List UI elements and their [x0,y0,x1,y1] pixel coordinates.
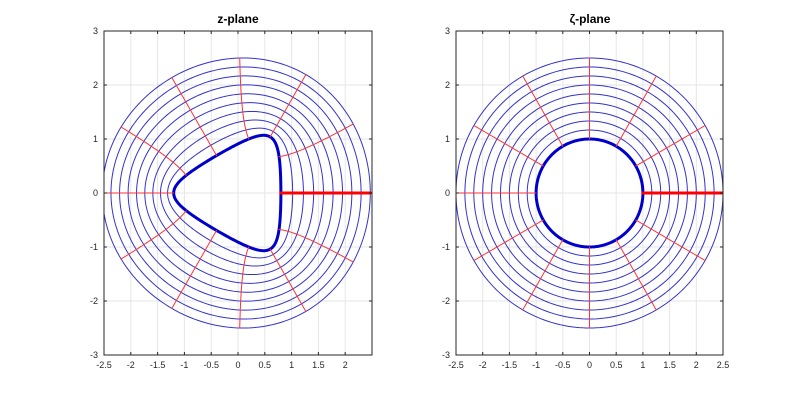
radial-line [635,219,706,261]
y-tick-label: -3 [90,350,98,360]
y-tick-label: 0 [93,188,98,198]
x-tick-label: -0.5 [555,360,571,370]
y-tick-label: 1 [445,134,450,144]
radial-line [615,239,657,311]
x-tick-label: 0 [235,360,240,370]
radial-line [269,248,307,312]
y-tick-label: 0 [445,188,450,198]
radial-line [522,75,564,147]
x-tick-label: 1 [640,360,645,370]
x-tick-label: 1.5 [312,360,325,370]
radial-line [269,74,307,138]
y-tick-label: -1 [442,242,450,252]
z-plane-axes: -2.5 -2 -1.5 -1 -0.5 0 0.5 1 1.5 2 -3 -2 -1 0 1 2 3 [90,26,373,370]
y-tick-label: 2 [93,80,98,90]
y-tick-label: 3 [93,26,98,36]
radial-line [120,126,187,176]
x-tick-label: 0.5 [610,360,623,370]
radial-line [239,246,250,329]
zeta-plane-title: ζ-plane [569,12,611,26]
radial-line [615,75,657,147]
y-tick-label: -3 [442,350,450,360]
x-tick-label: 0 [587,360,592,370]
y-tick-label: -1 [90,242,98,252]
y-tick-label: -2 [90,296,98,306]
x-tick-label: -2.5 [96,360,112,370]
x-tick-label: -1.5 [502,360,518,370]
x-tick-label: 2 [343,360,348,370]
x-tick-label: 2 [694,360,699,370]
radial-line [171,77,218,157]
tick-labels: -2.5 -2 -1.5 -1 -0.5 0 0.5 1 1.5 2 -3 -2 -1 0 1 2 3 [90,26,348,370]
radial-line [473,219,544,261]
radial-line [473,125,544,167]
radial-line [278,123,354,158]
z-plane-title: z-plane [217,12,259,26]
tick-labels: -2.5 -2 -1.5 -1 -0.5 0 0.5 1 1.5 2 2.5 -3 -2 -1 0 1 2 3 [442,26,729,370]
x-tick-label: 2.5 [717,360,730,370]
y-tick-label: 1 [93,134,98,144]
x-tick-label: 1.5 [663,360,676,370]
radial-line [171,229,218,309]
x-tick-label: 1 [289,360,294,370]
radial-line [120,210,187,260]
x-tick-label: -1 [532,360,540,370]
zeta-plane-axes: -2.5 -2 -1.5 -1 -0.5 0 0.5 1 1.5 2 2.5 -3 -2 -1 0 1 2 3 [442,26,729,370]
x-tick-label: -2 [479,360,487,370]
radial-line [522,239,564,311]
x-tick-label: -2 [127,360,135,370]
x-tick-label: 0.5 [259,360,272,370]
radial-line [635,125,706,167]
x-tick-label: -0.5 [203,360,219,370]
y-tick-label: -2 [442,296,450,306]
y-tick-label: 2 [445,80,450,90]
y-tick-label: 3 [445,26,450,36]
x-tick-label: -1 [180,360,188,370]
x-tick-label: -1.5 [150,360,166,370]
radial-line [239,57,250,140]
x-tick-label: -2.5 [448,360,464,370]
radial-line [278,228,354,263]
